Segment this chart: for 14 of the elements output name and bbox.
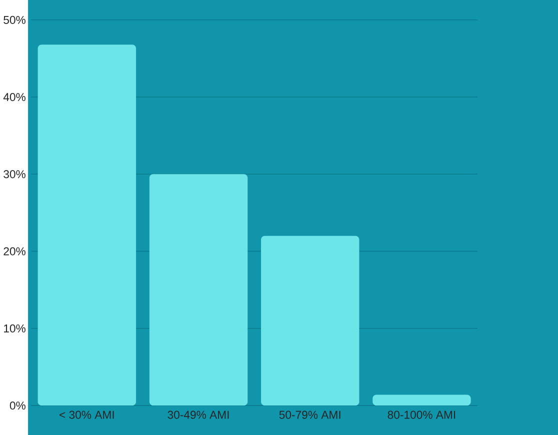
bar [261, 236, 360, 406]
bar [38, 44, 136, 406]
y-tick-label: 10% [4, 324, 26, 332]
y-tick-label: 20% [4, 247, 26, 256]
bar [372, 394, 471, 406]
x-tick-label: 80-100% AMI [388, 410, 456, 419]
x-tick-label: < 30% AMI [60, 410, 114, 419]
y-tick-label: 0% [10, 402, 26, 410]
x-tick-label: 30-49% AMI [168, 410, 229, 419]
y-tick-label: 50% [4, 16, 26, 24]
y-tick-label: 30% [4, 170, 26, 178]
bar [149, 174, 248, 406]
y-tick-label: 40% [3, 93, 26, 102]
x-tick-label: 50-79% AMI [279, 410, 340, 419]
